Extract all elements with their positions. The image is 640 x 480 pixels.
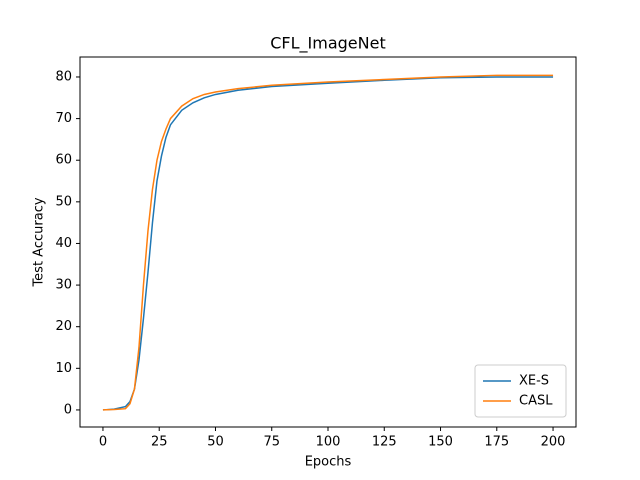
line — [102, 76, 554, 411]
y-tick-label: 60 — [55, 153, 72, 168]
y-tick-label: 30 — [55, 278, 72, 293]
legend-box — [474, 364, 567, 418]
y-tick-label: 20 — [55, 319, 72, 334]
y-tick-label: 80 — [55, 69, 72, 84]
y-tick-label: 10 — [55, 361, 72, 376]
x-tick-label: 0 — [99, 435, 107, 450]
x-tick-label: 125 — [372, 435, 397, 450]
line — [102, 74, 554, 411]
y-tick-label: 0 — [64, 402, 72, 417]
y-tick-label: 50 — [55, 194, 72, 209]
y-tick-label: 70 — [55, 111, 72, 126]
y-tick-label: 40 — [55, 236, 72, 251]
x-tick-label: 150 — [428, 435, 453, 450]
x-tick-label: 175 — [484, 435, 509, 450]
x-tick-label: 75 — [263, 435, 280, 450]
legend-label: CASL — [519, 394, 553, 409]
x-axis-label: Epochs — [305, 455, 352, 470]
x-tick-label: 100 — [316, 435, 341, 450]
y-axis-label: Test Accuracy — [32, 197, 47, 287]
chart-title: CFL_ImageNet — [270, 34, 385, 54]
legend-label: XE-S — [519, 374, 549, 389]
plot-frame — [79, 56, 577, 428]
x-tick-label: 25 — [151, 435, 168, 450]
x-tick-label: 50 — [207, 435, 224, 450]
x-tick-label: 200 — [541, 435, 566, 450]
